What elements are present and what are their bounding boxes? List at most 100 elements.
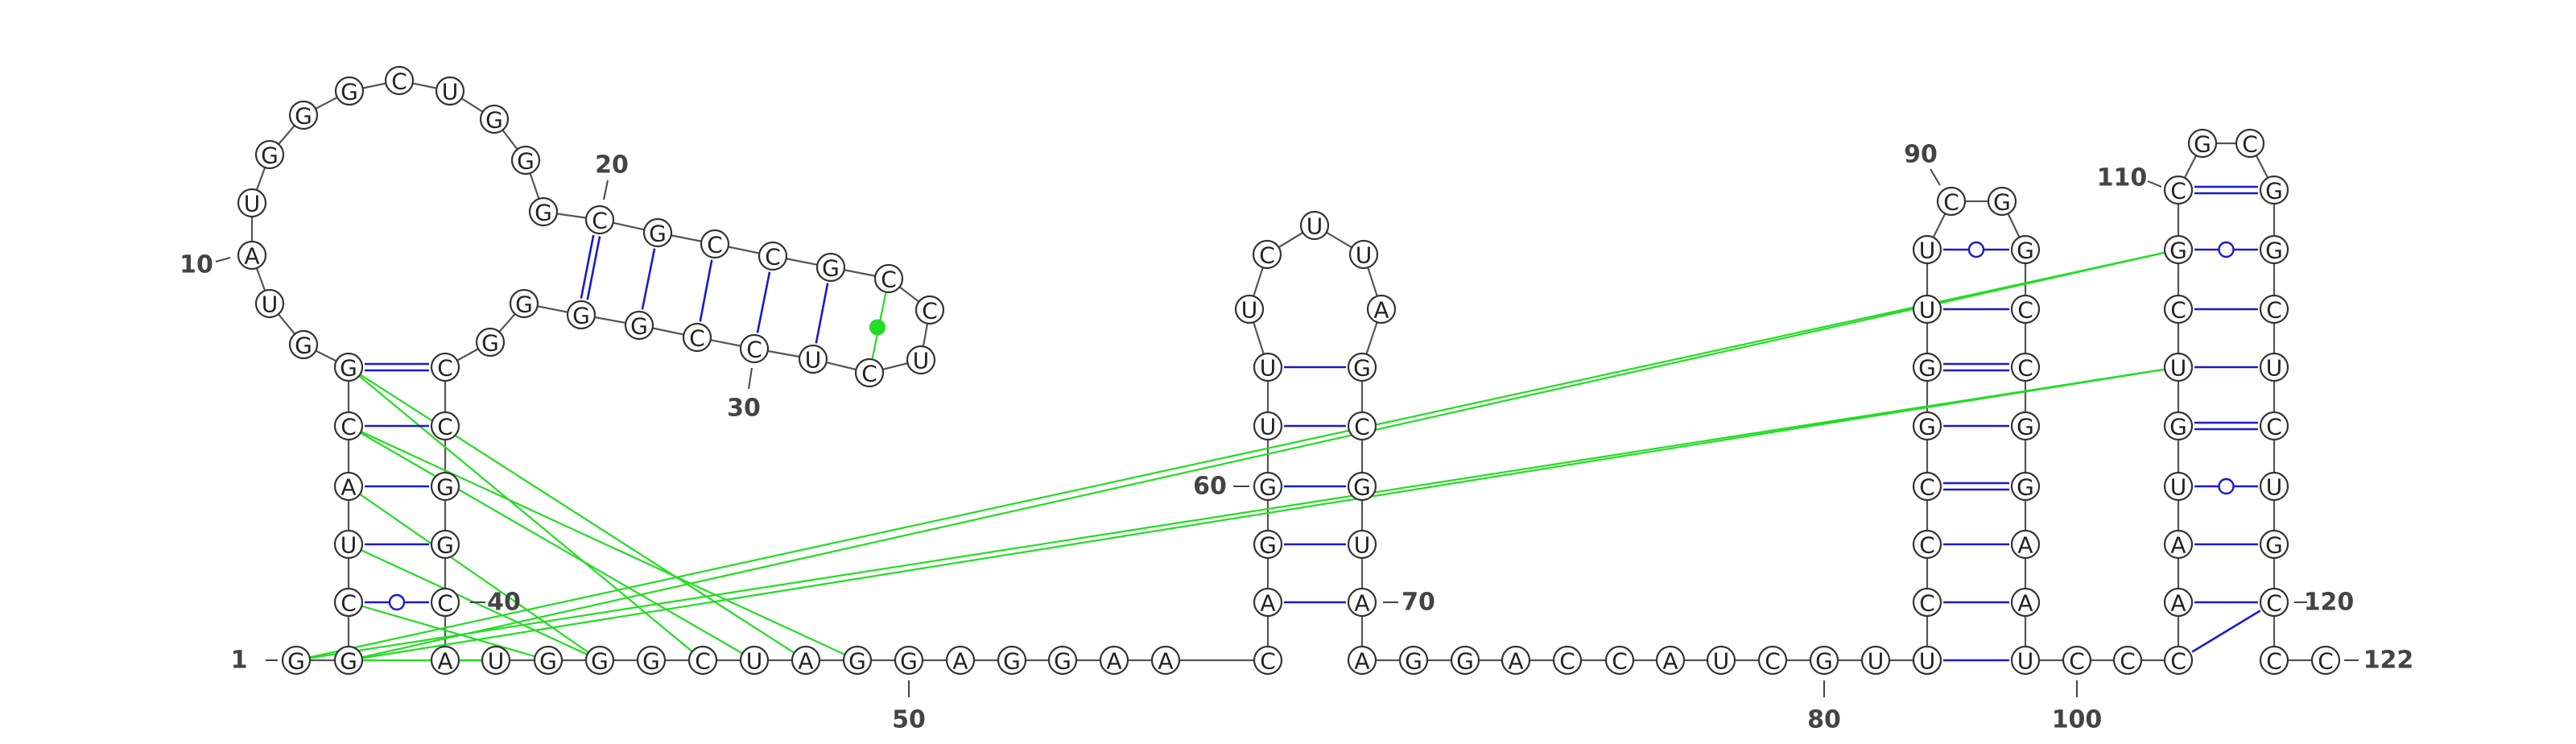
nucleotide-circle [1253,471,1283,502]
number-tick [748,367,753,390]
nucleotide: U [739,645,770,676]
nucleotide-letter: G [900,648,918,675]
nucleotide-letter: G [1259,474,1277,501]
nucleotide-letter: G [2265,532,2283,559]
nucleotide: U [2163,471,2194,502]
nucleotide: A [2163,529,2194,560]
nucleotide: U [2163,352,2194,382]
nucleotide-letter: C [2120,648,2136,675]
nucleotide-circle [2010,587,2041,618]
nucleotide: G [2010,411,2041,441]
nucleotide: G [584,645,615,676]
nucleotide-circle [430,471,460,502]
nucleotide-letter: G [1003,648,1021,675]
nucleotide-letter: G [295,103,312,130]
nucleotide: G [254,139,285,170]
nucleotide-letter: A [1373,297,1389,324]
nucleotide-circle [584,205,615,235]
nucleotide-letter: G [2194,131,2211,158]
nucleotide-letter: G [287,648,305,675]
nucleotide: U [1912,294,1942,324]
nucleotide-circle [2259,587,2289,618]
nucleotide-circle [2163,175,2194,205]
nucleotide: C [430,587,460,618]
nucleotide-letter: A [1508,648,1523,675]
nucleotide-letter: G [341,79,358,105]
nucleotide-letter: U [913,348,930,374]
nucleotide-circle [914,295,945,325]
nucleotide-circle [288,100,319,130]
nucleotide-letter: G [1918,414,1936,440]
tertiary-interaction-line [348,425,755,661]
position-number-label: 80 [1807,706,1841,734]
nucleotide-letter: C [1259,242,1275,269]
nucleotide-letter: A [2017,590,2033,617]
nucleotide: G [1912,352,1942,382]
number-tick [2147,180,2162,188]
nucleotide-letter: G [1054,648,1071,675]
nucleotide: C [854,358,885,388]
nucleotide-letter: C [2017,297,2033,324]
nucleotide-letter: U [1241,297,1258,324]
nucleotide-letter: C [391,68,407,95]
nucleotide-circle [1655,645,1686,676]
nucleotide-letter: U [805,347,822,374]
nucleotide-circle [2187,128,2218,159]
nucleotide-letter: C [1919,474,1935,501]
nucleotide: G [1347,471,1377,502]
tertiary-interaction-line [348,366,2179,662]
nucleotide-circle [854,358,885,388]
nucleotide: A [1099,645,1129,676]
nucleotide-letter: A [1106,648,1121,675]
nucleotide-letter: G [642,648,660,675]
nucleotide-circle [237,188,267,218]
nucleotide-circle [1150,645,1181,676]
nucleotide-letter: U [1354,532,1371,559]
nucleotide: G [2187,128,2218,159]
wobble-pair-marker [388,593,406,611]
position-number-label: 122 [2363,647,2414,675]
nucleotide-letter: G [2265,178,2283,205]
nucleotide: G [333,645,364,676]
tertiary-interaction-line [348,366,807,661]
nucleotide-circle [1253,529,1283,560]
nucleotide: U [1912,645,1942,676]
nucleotide-letter: U [1868,648,1885,675]
nucleotide-letter: G [848,648,866,675]
nucleotide-letter: C [2266,297,2282,324]
nucleotide-circle [2259,294,2289,324]
nucleotide-letter: G [1456,648,1474,675]
nucleotide: A [333,471,364,502]
nucleotide: G [510,145,541,176]
nucleotide: G [288,100,319,130]
nucleotide-circle [682,322,712,353]
nucleotide-circle [2259,352,2289,382]
nucleotide: G [533,645,564,676]
nucleotide-circle [1912,645,1942,676]
nucleotide-letter: A [798,648,813,675]
nucleotide: U [1253,411,1283,441]
nucleotide-circle [254,288,285,319]
nucleotide-letter: U [1713,648,1730,675]
nucleotide: G [528,196,559,227]
nucleotide: A [1366,294,1397,324]
nucleotide-circle [1912,471,1942,502]
nucleotide-letter: U [244,191,261,217]
nucleotide: U [481,645,511,676]
nucleotide: G [1253,529,1283,560]
nucleotide: C [2163,294,2194,324]
nucleotide-circle [1347,352,1377,382]
nucleotide: G [2010,234,2041,265]
nucleotide: C [430,411,460,441]
nucleotide-letter: G [649,221,667,247]
nucleotide: A [1655,645,1686,676]
nucleotide-letter: C [922,298,938,324]
number-tick [603,180,609,200]
nucleotide-letter: A [1158,648,1173,675]
nucleotide-circle [1348,239,1379,270]
nucleotide: G [997,645,1027,676]
nucleotide-circle [2010,294,2041,324]
nucleotide-circle [687,645,718,676]
nucleotide: U [237,188,267,218]
nucleotide: C [2259,294,2289,324]
